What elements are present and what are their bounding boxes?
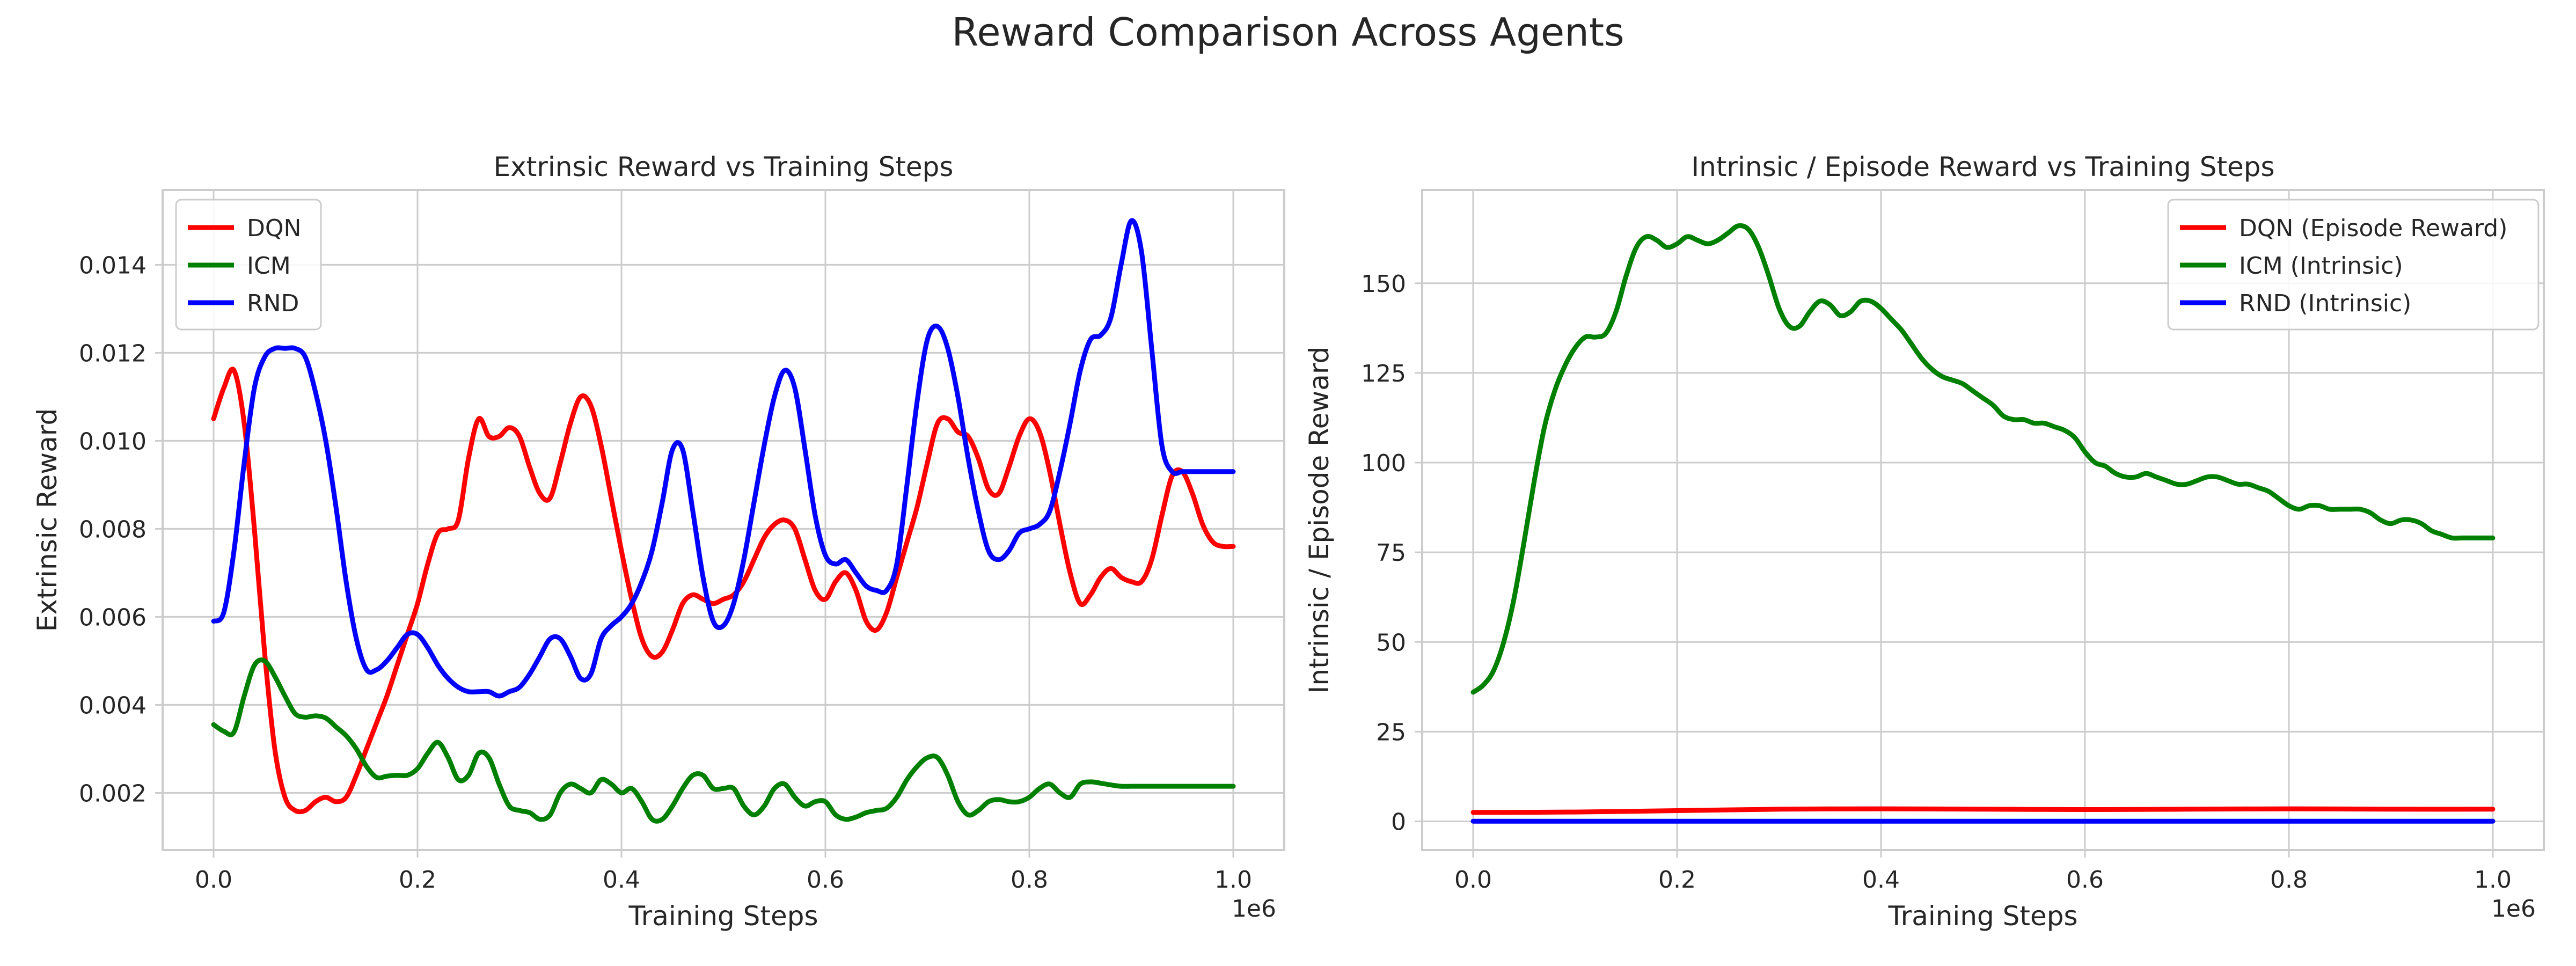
legend-box (2167, 199, 2540, 331)
subplot-title: Intrinsic / Episode Reward vs Training S… (1691, 151, 2274, 182)
x-tick-label: 0.6 (807, 866, 844, 894)
legend-label: RND (Intrinsic) (2239, 290, 2411, 317)
x-axis-label: Training Steps (1887, 901, 2077, 932)
x-tick-label: 0.8 (2270, 866, 2308, 894)
series-line-icm (211, 657, 1236, 824)
x-offset-text: 1e6 (2491, 895, 2536, 923)
y-tick-label: 0.010 (79, 428, 147, 455)
y-tick-label: 100 (1361, 450, 1406, 477)
legend-label: RND (247, 290, 299, 317)
y-tick-label: 125 (1361, 360, 1406, 387)
x-tick-label: 0.2 (1658, 866, 1696, 894)
extrinsic-reward-axes: 0.0 0.2 0.4 0.6 0.8 1.0 0.002 0.004 0.006 0.008 0.… (32, 151, 1285, 932)
legend-label: DQN (247, 215, 301, 242)
legend-label: DQN (Episode Reward) (2239, 215, 2507, 242)
x-tick-label: 0.6 (2066, 866, 2104, 894)
x-tick-label: 0.2 (399, 866, 436, 894)
x-axis-label: Training Steps (628, 901, 818, 932)
x-tick-label: 0.8 (1011, 866, 1048, 894)
series-line-rnd (211, 218, 1236, 699)
axes-frame (1421, 189, 2545, 851)
x-tick-label: 0.0 (195, 866, 232, 894)
series-group (211, 218, 1236, 824)
x-tick-label: 0.4 (1862, 866, 1900, 894)
series-line-dqn-episode-reward (1470, 806, 2496, 815)
y-tick-label: 0.006 (79, 604, 147, 631)
x-tick-label: 0.4 (603, 866, 640, 894)
legend-label: ICM (Intrinsic) (2239, 252, 2403, 280)
x-tick-label: 1.0 (1214, 866, 1252, 894)
y-tick-label: 50 (1376, 629, 1406, 656)
x-offset-text: 1e6 (1232, 895, 1276, 923)
y-tick-label: 0.008 (79, 516, 147, 543)
y-tick-label: 0 (1391, 809, 1406, 836)
axes-frame (162, 189, 1285, 851)
y-axis-label: Intrinsic / Episode Reward (1304, 347, 1335, 694)
y-tick-label: 0.004 (79, 692, 147, 719)
x-tick-label: 0.0 (1454, 866, 1492, 894)
legend-box (175, 199, 322, 331)
y-tick-label: 0.014 (79, 252, 147, 279)
subplot-title: Extrinsic Reward vs Training Steps (494, 151, 954, 182)
series-line-icm-intrinsic (1470, 223, 2496, 695)
y-tick-label: 75 (1376, 539, 1406, 567)
series-group (1470, 223, 2496, 824)
y-tick-label: 25 (1376, 719, 1406, 746)
y-tick-label: 0.002 (79, 780, 147, 807)
y-axis-label: Extrinsic Reward (32, 408, 63, 632)
legend: DQN ICM RND (175, 199, 322, 331)
figure-suptitle: Reward Comparison Across Agents (952, 10, 1624, 55)
y-tick-label: 150 (1361, 270, 1406, 298)
legend-label: ICM (247, 252, 291, 280)
legend: DQN (Episode Reward) ICM (Intrinsic) RND (… (2167, 199, 2540, 331)
y-tick-label: 0.012 (79, 340, 147, 367)
intrinsic-reward-axes: 0.0 0.2 0.4 0.6 0.8 1.0 0 25 50 75 100 125 150 1e6 Tra… (1304, 151, 2545, 932)
x-tick-label: 1.0 (2474, 866, 2512, 894)
